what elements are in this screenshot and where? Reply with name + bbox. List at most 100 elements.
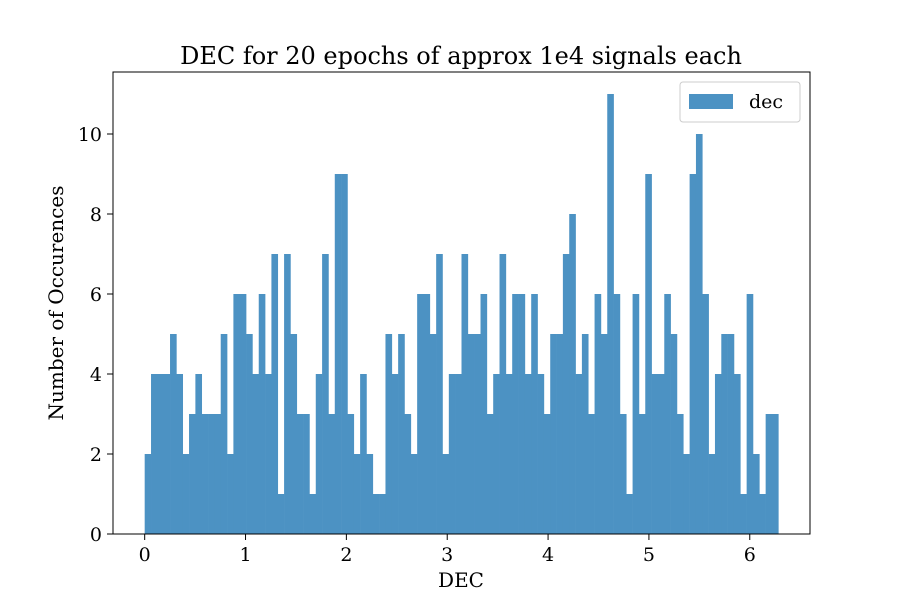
histogram-bar (220, 334, 228, 534)
histogram-bar (733, 374, 741, 534)
histogram-bar (442, 454, 450, 534)
histogram-bar (201, 414, 209, 534)
histogram-bar (170, 334, 177, 534)
histogram-bar (366, 454, 374, 534)
histogram-bar (562, 254, 570, 534)
histogram-bar (689, 174, 697, 534)
histogram-bar (645, 174, 652, 534)
histogram-bar (727, 334, 735, 534)
histogram-bar (404, 414, 412, 534)
histogram-bar (676, 414, 684, 534)
histogram-bar (740, 494, 747, 534)
histogram-bar (619, 414, 627, 534)
histogram-bar (518, 294, 526, 534)
y-tick-label: 2 (90, 444, 102, 466)
histogram-bar (341, 174, 348, 534)
histogram-bar (771, 414, 779, 534)
histogram-bar (537, 374, 545, 534)
histogram-bar (556, 334, 564, 534)
y-axis-label: Number of Occurences (44, 186, 68, 421)
histogram-bar (543, 414, 551, 534)
histogram-bar (284, 254, 291, 534)
histogram-bar (195, 374, 203, 534)
histogram-bar (157, 374, 164, 534)
histogram-bar (296, 414, 304, 534)
histogram-bar (581, 334, 589, 534)
histogram-bar (429, 334, 437, 534)
histogram-bar (569, 214, 576, 534)
histogram-bar (347, 414, 355, 534)
histogram-bar (233, 294, 241, 534)
histogram-bar (315, 374, 323, 534)
x-tick-label: 1 (239, 544, 251, 566)
histogram-bar (461, 254, 469, 534)
histogram-bar (607, 94, 614, 534)
histogram-bar (322, 254, 329, 534)
histogram-bar (486, 414, 494, 534)
histogram-bar (303, 414, 310, 534)
histogram-bar (252, 374, 260, 534)
histogram-bar (626, 494, 633, 534)
x-tick-label: 0 (139, 544, 151, 566)
legend-swatch-dec (689, 94, 733, 109)
x-tick-label: 4 (542, 544, 554, 566)
chart-title: DEC for 20 epochs of approx 1e4 signals … (180, 42, 742, 70)
histogram-bar (360, 374, 367, 534)
histogram-bar (499, 254, 507, 534)
y-tick-label: 10 (78, 124, 102, 146)
y-axis-ticks: 0 2 4 6 8 10 (78, 124, 113, 546)
histogram-bar (436, 254, 443, 534)
histogram-bar (277, 494, 285, 534)
legend-box (679, 81, 801, 123)
histogram-bar (448, 374, 456, 534)
histogram-bar (144, 454, 152, 534)
histogram-bar (702, 294, 709, 534)
histogram-bar (398, 334, 405, 534)
histogram-bar (638, 414, 646, 534)
histogram-bar (613, 294, 621, 534)
histogram-bar (695, 134, 703, 534)
histogram-bar (353, 454, 361, 534)
histogram-bar (246, 334, 253, 534)
histogram-bar (214, 414, 222, 534)
histogram-bar (708, 454, 716, 534)
histogram-bar (151, 374, 158, 534)
y-tick-label: 0 (90, 524, 102, 546)
histogram-bar (372, 494, 380, 534)
histogram-bar (512, 294, 519, 534)
histogram-bar (227, 454, 234, 534)
histogram-bar (417, 294, 424, 534)
histogram-bar (657, 374, 665, 534)
histogram-bar (594, 294, 602, 534)
plot-frame (112, 71, 811, 535)
histogram-bar (309, 494, 317, 534)
histogram-bar (474, 334, 481, 534)
histogram-bar (632, 294, 640, 534)
histogram-bar (505, 374, 513, 534)
histogram-bar (683, 454, 690, 534)
x-tick-label: 3 (441, 544, 453, 566)
histogram-bar (410, 454, 418, 534)
histogram-bar (714, 374, 722, 534)
histogram-bar (765, 414, 773, 534)
histogram-bar (531, 294, 538, 534)
histogram-bar (467, 334, 475, 534)
x-tick-label: 2 (340, 544, 352, 566)
histogram-bar (391, 374, 399, 534)
y-tick-label: 6 (90, 284, 102, 306)
histogram-bar (524, 374, 532, 534)
histogram-bar (759, 494, 766, 534)
histogram-bar (271, 254, 279, 534)
histogram-bar (239, 294, 247, 534)
legend: dec (679, 81, 801, 123)
x-axis-ticks: 0 1 2 3 4 5 6 (139, 534, 756, 566)
histogram-bar (176, 374, 184, 534)
histogram-bar (752, 454, 760, 534)
x-tick-label: 6 (744, 544, 756, 566)
y-tick-label: 4 (90, 364, 102, 386)
histogram-bar (334, 174, 342, 534)
histogram-bar (588, 414, 595, 534)
histogram-bar (423, 294, 431, 534)
histogram-bar (550, 334, 557, 534)
